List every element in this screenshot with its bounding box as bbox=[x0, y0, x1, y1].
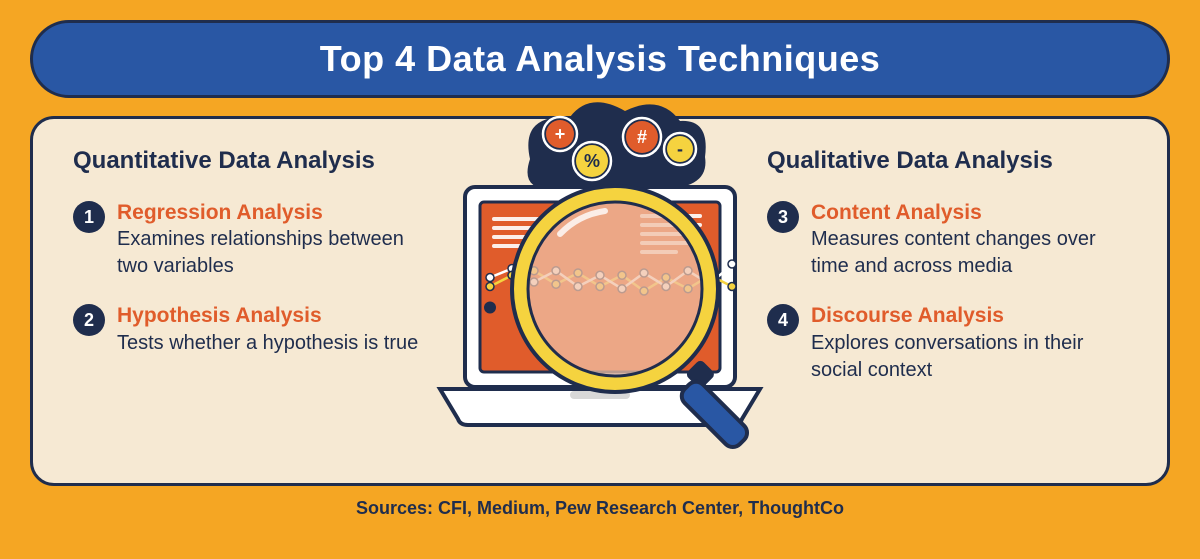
item-desc: Measures content changes over time and a… bbox=[811, 226, 1127, 280]
item-desc: Explores conversations in their social c… bbox=[811, 330, 1127, 384]
number-badge: 1 bbox=[73, 201, 105, 233]
title-bar: Top 4 Data Analysis Techniques bbox=[30, 20, 1170, 98]
list-item: 2 Hypothesis Analysis Tests whether a hy… bbox=[73, 302, 433, 356]
number-badge: 2 bbox=[73, 304, 105, 336]
laptop-magnifier-graphic: +% # - bbox=[410, 99, 790, 479]
list-item: 1 Regression Analysis Examines relations… bbox=[73, 199, 433, 280]
item-title: Regression Analysis bbox=[117, 199, 433, 226]
svg-text:#: # bbox=[637, 127, 647, 147]
content-panel: Quantitative Data Analysis 1 Regression … bbox=[30, 116, 1170, 486]
number-badge: 3 bbox=[767, 201, 799, 233]
item-title: Hypothesis Analysis bbox=[117, 302, 418, 329]
item-title: Discourse Analysis bbox=[811, 302, 1127, 329]
page-title: Top 4 Data Analysis Techniques bbox=[320, 38, 880, 80]
right-heading: Qualitative Data Analysis bbox=[767, 147, 1127, 175]
item-desc: Examines relationships between two varia… bbox=[117, 226, 433, 280]
left-heading: Quantitative Data Analysis bbox=[73, 147, 433, 175]
number-badge: 4 bbox=[767, 304, 799, 336]
right-column: Qualitative Data Analysis 3 Content Anal… bbox=[767, 147, 1127, 463]
svg-text:%: % bbox=[584, 151, 600, 171]
sources-text: Sources: CFI, Medium, Pew Research Cente… bbox=[0, 498, 1200, 519]
list-item: 4 Discourse Analysis Explores conversati… bbox=[767, 302, 1127, 383]
left-column: Quantitative Data Analysis 1 Regression … bbox=[73, 147, 433, 463]
item-desc: Tests whether a hypothesis is true bbox=[117, 330, 418, 357]
list-item: 3 Content Analysis Measures content chan… bbox=[767, 199, 1127, 280]
item-title: Content Analysis bbox=[811, 199, 1127, 226]
svg-text:+: + bbox=[555, 124, 566, 144]
svg-text:-: - bbox=[677, 139, 683, 159]
